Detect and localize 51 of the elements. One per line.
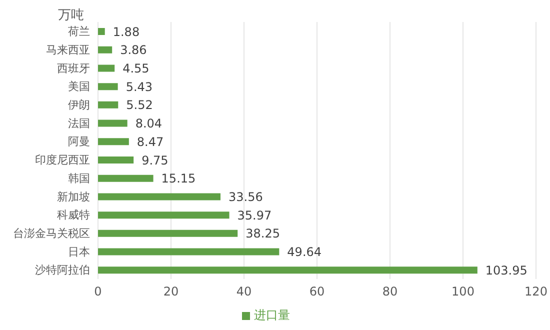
data-label: 8.47: [136, 134, 164, 149]
bar: [98, 46, 112, 54]
x-tick-label: 100: [452, 284, 474, 299]
bar: [98, 101, 118, 108]
y-tick-label: 美国: [68, 80, 90, 94]
data-label: 38.25: [246, 226, 280, 241]
bar: [98, 193, 220, 200]
data-label: 5.52: [126, 98, 153, 112]
bar: [98, 174, 154, 182]
bar: [98, 120, 128, 127]
y-tick-label: 荷兰: [68, 25, 90, 38]
y-tick-label: 日本: [68, 245, 90, 258]
x-tick-label: 120: [524, 284, 548, 299]
y-tick-label: 印度尼西亚: [35, 154, 90, 167]
bar: [98, 28, 105, 35]
bar: [98, 212, 230, 219]
bar: [98, 156, 134, 164]
x-tick-label: 20: [163, 284, 179, 299]
data-label: 33.56: [228, 190, 263, 204]
data-label: 3.86: [120, 43, 147, 58]
x-tick-label: 40: [236, 284, 252, 299]
y-axis-title: 万吨: [58, 7, 84, 24]
y-tick-label: 西班牙: [57, 62, 90, 75]
legend-label: 进口量: [254, 308, 290, 322]
y-tick-label: 科威特: [57, 208, 90, 222]
y-tick-label: 沙特阿拉伯: [35, 264, 90, 277]
data-label: 15.15: [161, 172, 196, 186]
bar: [98, 64, 115, 72]
y-tick-label: 伊朗: [68, 98, 90, 112]
bar: [98, 266, 478, 274]
data-label: 49.64: [287, 245, 322, 260]
bar: [98, 138, 129, 146]
bar: [98, 248, 280, 256]
data-label: 9.75: [142, 153, 168, 168]
bar: [98, 230, 238, 237]
data-label: 103.95: [485, 263, 528, 278]
x-tick-label: 80: [382, 284, 398, 299]
y-tick-label: 台澎金马关税区: [13, 227, 90, 240]
data-label: 5.43: [126, 80, 153, 94]
x-tick-label: 60: [309, 284, 325, 299]
y-tick-label: 马来西亚: [46, 43, 90, 56]
data-label: 8.04: [135, 116, 162, 131]
x-tick-label: 0: [94, 284, 102, 299]
y-tick-label: 新加坡: [57, 190, 90, 204]
y-tick-label: 阿曼: [68, 135, 90, 148]
y-tick-label: 法国: [68, 116, 90, 130]
bar: [98, 83, 118, 90]
data-label: 4.55: [122, 61, 150, 76]
data-label: 1.88: [112, 24, 140, 39]
data-label: 35.97: [237, 208, 272, 222]
y-tick-label: 韩国: [68, 172, 90, 185]
